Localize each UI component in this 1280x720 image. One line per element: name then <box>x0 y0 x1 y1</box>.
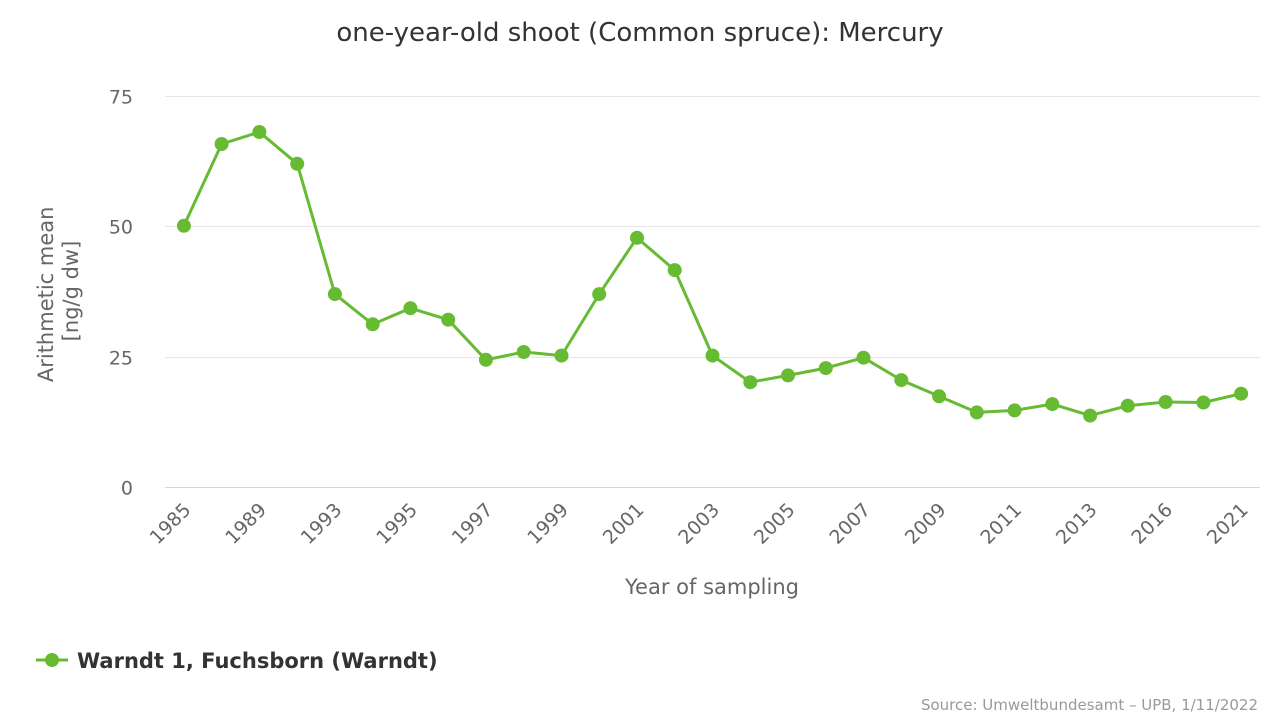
data-point[interactable] <box>290 156 305 171</box>
x-tick-label: 1997 <box>448 499 498 549</box>
series-line <box>182 130 1243 418</box>
y-axis-title: Arithmetic mean [ng/g dw] <box>34 200 83 382</box>
data-point[interactable] <box>403 301 418 316</box>
data-point[interactable] <box>743 375 758 390</box>
y-tick-label: 0 <box>121 478 133 500</box>
legend-marker-symbol <box>45 653 59 667</box>
data-point[interactable] <box>1120 398 1135 413</box>
y-axis-title-line-1: Arithmetic mean <box>34 207 58 383</box>
data-point[interactable] <box>1234 386 1249 401</box>
x-axis-title: Year of sampling <box>624 575 799 599</box>
x-tick-label: 2021 <box>1203 499 1253 549</box>
data-point[interactable] <box>969 405 984 420</box>
data-point[interactable] <box>592 287 607 302</box>
chart-title: one-year-old shoot (Common spruce): Merc… <box>336 18 943 48</box>
data-point[interactable] <box>252 125 267 139</box>
x-tick-label: 2009 <box>901 499 951 549</box>
y-tick-label: 75 <box>109 87 133 109</box>
source-credits[interactable]: Source: Umweltbundesamt – UPB, 1/11/2022 <box>921 696 1258 714</box>
data-point[interactable] <box>667 263 682 278</box>
data-point[interactable] <box>176 218 191 233</box>
y-tick-label: 50 <box>109 217 133 239</box>
data-point[interactable] <box>441 312 456 327</box>
series-group <box>176 125 1249 423</box>
data-point[interactable] <box>630 230 644 245</box>
data-point[interactable] <box>214 137 229 151</box>
data-point[interactable] <box>365 317 380 332</box>
x-tick-label: 1989 <box>221 499 271 549</box>
y-axis-title-line-2: [ng/g dw] <box>59 241 83 342</box>
data-point[interactable] <box>516 345 531 359</box>
x-tick-label: 2016 <box>1127 499 1177 549</box>
data-point[interactable] <box>554 348 569 363</box>
data-point[interactable] <box>1158 395 1173 409</box>
x-axis-ticks: 1985 1989 1993 1995 1997 1999 2001 2003 2005 2007… <box>146 499 1253 549</box>
data-point[interactable] <box>1196 395 1211 410</box>
data-point[interactable] <box>894 373 909 388</box>
data-point[interactable] <box>781 368 795 383</box>
x-tick-label: 2011 <box>976 499 1026 549</box>
data-point[interactable] <box>705 348 720 363</box>
x-tick-label: 1985 <box>146 499 196 549</box>
legend[interactable]: Warndt 1, Fuchsborn (Warndt) <box>36 649 438 673</box>
data-point[interactable] <box>478 352 493 367</box>
data-point[interactable] <box>932 389 947 404</box>
x-tick-label: 1999 <box>523 499 573 549</box>
data-point[interactable] <box>1083 408 1098 423</box>
data-point[interactable] <box>856 350 871 365</box>
y-tick-label: 25 <box>109 348 133 370</box>
x-tick-label: 2007 <box>825 499 875 549</box>
x-tick-label: 2001 <box>599 499 649 549</box>
x-tick-label: 2003 <box>674 499 724 549</box>
data-point[interactable] <box>1007 403 1022 418</box>
x-tick-label: 1995 <box>372 499 422 549</box>
x-tick-label: 2013 <box>1052 499 1102 549</box>
data-point[interactable] <box>327 287 342 302</box>
gridlines <box>165 96 1260 358</box>
legend-item-label[interactable]: Warndt 1, Fuchsborn (Warndt) <box>77 649 438 673</box>
x-tick-label: 1993 <box>297 499 347 549</box>
data-point[interactable] <box>1045 397 1060 412</box>
data-point[interactable] <box>818 361 833 376</box>
y-axis-ticks: 0 25 50 75 <box>109 87 133 500</box>
x-tick-label: 2005 <box>750 499 800 549</box>
